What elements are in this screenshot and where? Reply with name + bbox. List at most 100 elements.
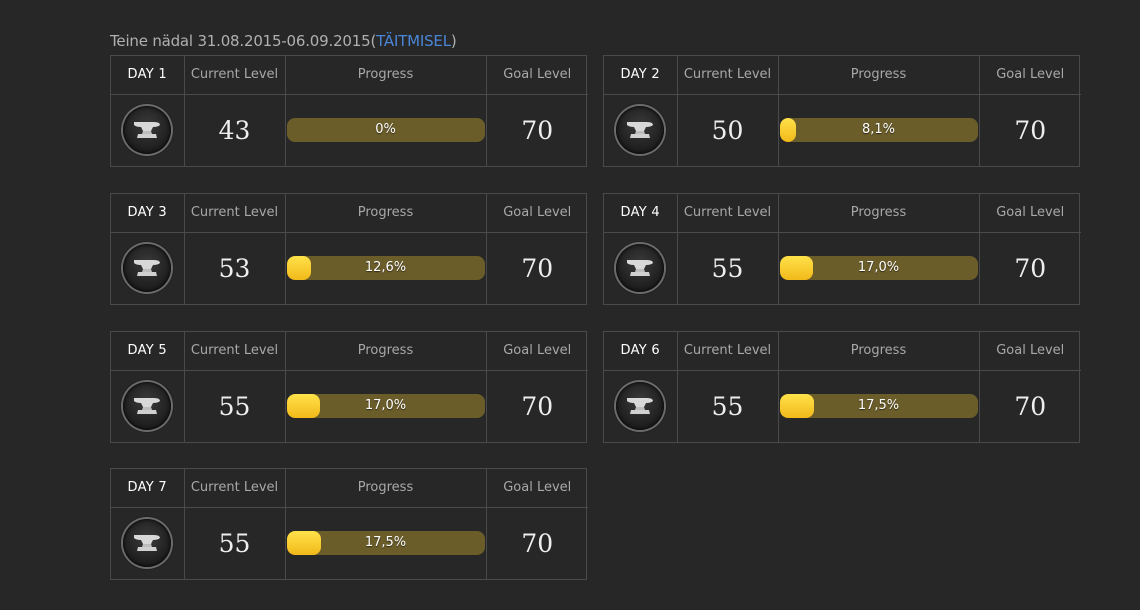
goal-level-value: 70 [978, 231, 1081, 304]
day-card: DAY 3 Current Level Progress Goal Level 53 12… [110, 193, 588, 305]
anvil-icon [627, 260, 654, 277]
anvil-badge [616, 244, 665, 293]
goal-level-header: Goal Level [485, 469, 588, 508]
day-card: DAY 7 Current Level Progress Goal Level 55 17… [110, 468, 588, 580]
icon-cell [111, 231, 185, 304]
progress-cell: 8,1% [777, 93, 980, 166]
goal-level-header: Goal Level [485, 194, 588, 233]
goal-level-header: Goal Level [978, 194, 1081, 233]
day-label: DAY 6 [604, 332, 678, 371]
current-level-value: 55 [183, 506, 286, 579]
anvil-badge [616, 382, 665, 431]
anvil-badge [123, 519, 172, 568]
goal-level-value: 70 [485, 231, 588, 304]
current-level-value: 55 [676, 231, 779, 304]
anvil-badge [616, 106, 665, 155]
goal-level-header: Goal Level [485, 56, 588, 95]
progress-cell: 12,6% [284, 231, 487, 304]
current-level-value: 55 [676, 369, 779, 442]
progress-text: 12,6% [364, 260, 407, 276]
progress-header: Progress [777, 332, 980, 371]
progress-text: 0% [375, 122, 396, 138]
goal-level-header: Goal Level [978, 332, 1081, 371]
anvil-icon [134, 535, 161, 552]
goal-level-value: 70 [485, 369, 588, 442]
current-level-header: Current Level [183, 194, 286, 233]
progress-header: Progress [284, 56, 487, 95]
current-level-header: Current Level [676, 332, 779, 371]
progress-bar: 17,5% [779, 394, 978, 419]
day-label: DAY 1 [111, 56, 185, 95]
current-level-header: Current Level [183, 56, 286, 95]
progress-cell: 0% [284, 93, 487, 166]
progress-header: Progress [777, 56, 980, 95]
icon-cell [604, 93, 678, 166]
goal-level-value: 70 [978, 369, 1081, 442]
anvil-badge [123, 382, 172, 431]
day-label: DAY 3 [111, 194, 185, 233]
progress-bar-fill [286, 256, 312, 281]
goal-level-header: Goal Level [978, 56, 1081, 95]
progress-text: 17,0% [857, 260, 900, 276]
progress-cell: 17,5% [284, 506, 487, 579]
progress-text: 17,5% [857, 398, 900, 414]
progress-bar-fill [779, 118, 796, 143]
anvil-icon [134, 398, 161, 415]
progress-bar: 17,5% [286, 531, 485, 556]
day-card: DAY 4 Current Level Progress Goal Level 55 17… [603, 193, 1081, 305]
progress-bar-fill [286, 531, 322, 556]
current-level-header: Current Level [183, 469, 286, 508]
current-level-header: Current Level [676, 56, 779, 95]
current-level-value: 50 [676, 93, 779, 166]
goal-level-value: 70 [485, 506, 588, 579]
status-link[interactable]: TÄITMISEL [376, 32, 451, 50]
anvil-badge [123, 244, 172, 293]
day-card: DAY 6 Current Level Progress Goal Level 55 17… [603, 331, 1081, 443]
progress-cell: 17,0% [284, 369, 487, 442]
progress-bar-fill [286, 394, 321, 419]
day-card: DAY 5 Current Level Progress Goal Level 55 17… [110, 331, 588, 443]
icon-cell [604, 231, 678, 304]
progress-bar: 0% [286, 118, 485, 143]
progress-header: Progress [284, 469, 487, 508]
anvil-badge [123, 106, 172, 155]
progress-bar: 8,1% [779, 118, 978, 143]
icon-cell [111, 93, 185, 166]
week-title-text: Teine nädal 31.08.2015-06.09.2015( [110, 32, 377, 50]
current-level-value: 55 [183, 369, 286, 442]
icon-cell [604, 369, 678, 442]
day-label: DAY 4 [604, 194, 678, 233]
progress-bar-fill [779, 256, 814, 281]
goal-level-value: 70 [978, 93, 1081, 166]
progress-cell: 17,0% [777, 231, 980, 304]
progress-text: 17,0% [364, 398, 407, 414]
progress-text: 8,1% [861, 122, 896, 138]
current-level-header: Current Level [676, 194, 779, 233]
week-title: Teine nädal 31.08.2015-06.09.2015(TÄITMI… [110, 32, 457, 50]
progress-header: Progress [284, 194, 487, 233]
current-level-value: 43 [183, 93, 286, 166]
anvil-icon [627, 398, 654, 415]
goal-level-value: 70 [485, 93, 588, 166]
anvil-icon [134, 122, 161, 139]
day-label: DAY 7 [111, 469, 185, 508]
progress-bar: 17,0% [286, 394, 485, 419]
day-label: DAY 2 [604, 56, 678, 95]
progress-header: Progress [284, 332, 487, 371]
week-title-close: ) [450, 32, 457, 50]
progress-bar-fill [779, 394, 815, 419]
icon-cell [111, 506, 185, 579]
goal-level-header: Goal Level [485, 332, 588, 371]
current-level-value: 53 [183, 231, 286, 304]
anvil-icon [627, 122, 654, 139]
progress-bar: 17,0% [779, 256, 978, 281]
progress-text: 17,5% [364, 535, 407, 551]
day-label: DAY 5 [111, 332, 185, 371]
current-level-header: Current Level [183, 332, 286, 371]
day-card: DAY 1 Current Level Progress Goal Level 43 0%… [110, 55, 588, 167]
progress-cell: 17,5% [777, 369, 980, 442]
progress-bar: 12,6% [286, 256, 485, 281]
day-card: DAY 2 Current Level Progress Goal Level 50 8,… [603, 55, 1081, 167]
anvil-icon [134, 260, 161, 277]
icon-cell [111, 369, 185, 442]
